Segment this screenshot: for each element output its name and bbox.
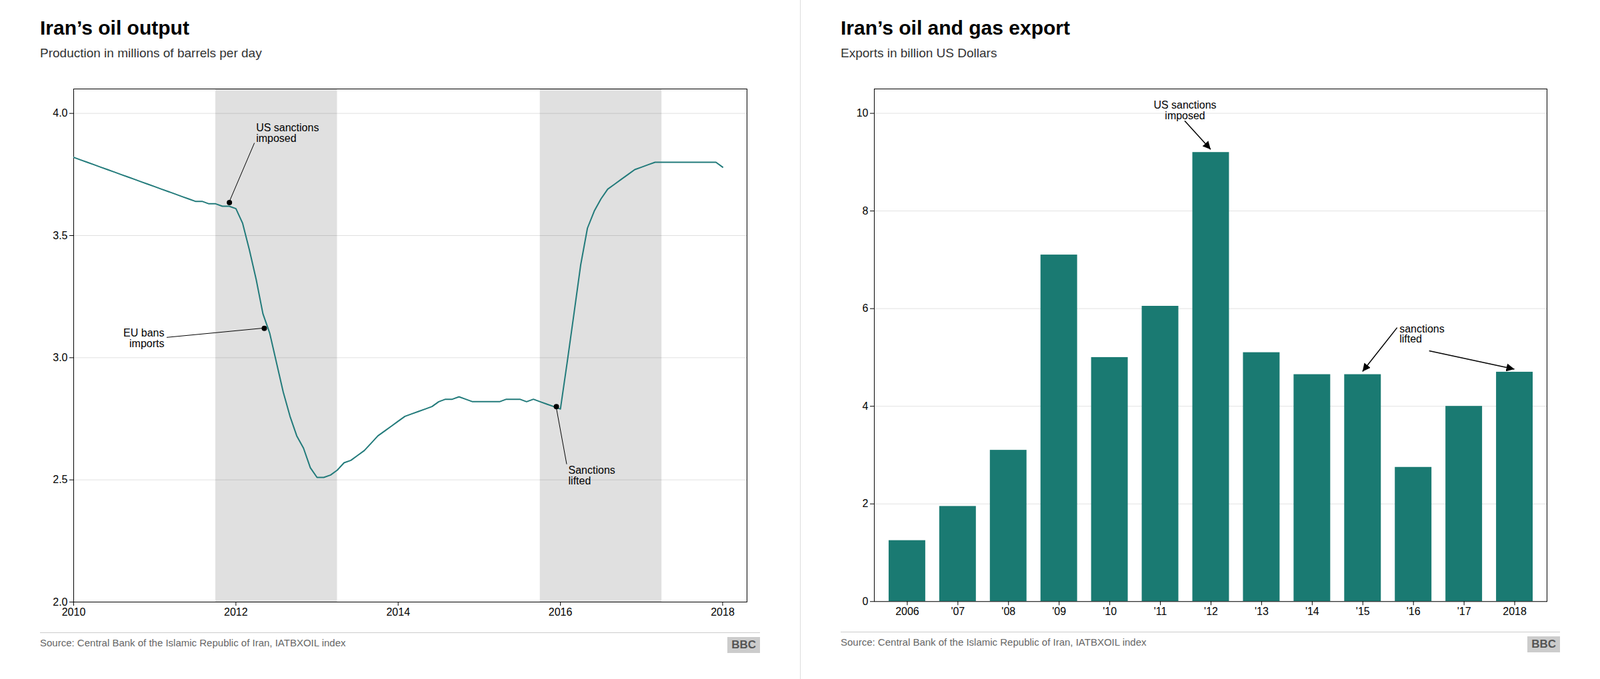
html-text:Exports in billion US Dollars: Exports in billion US Dollars (840, 46, 997, 60)
svg-text:'17: '17 (1457, 606, 1472, 618)
html-text:Source: Central Bank of the Is: Source: Central Bank of the Islamic Repu… (40, 637, 346, 649)
svg-text:'16: '16 (1406, 606, 1421, 618)
svg-text:3.0: 3.0 (52, 352, 68, 364)
html-text:Iran’s oil and gas export: Iran’s oil and gas export (840, 16, 1070, 39)
svg-text:2: 2 (862, 498, 869, 510)
svg-text:'10: '10 (1102, 606, 1117, 618)
svg-text:2.0: 2.0 (52, 596, 68, 608)
svg-text:US sanctionsimposed: US sanctionsimposed (256, 122, 319, 144)
html-text:Source: Central Bank of the Is: Source: Central Bank of the Islamic Repu… (840, 636, 1147, 649)
svg-text:8: 8 (862, 205, 869, 217)
html-text:BBC: BBC (1531, 638, 1556, 651)
svg-text:4.0: 4.0 (52, 107, 68, 119)
svg-text:0: 0 (862, 596, 869, 608)
svg-text:2014: 2014 (386, 606, 410, 618)
svg-text:'14: '14 (1305, 606, 1320, 618)
html-text:Iran’s oil output: Iran’s oil output (40, 16, 190, 39)
svg-text:sanctionslifted: sanctionslifted (1399, 322, 1444, 345)
svg-text:EU bansimports: EU bansimports (123, 327, 164, 350)
svg-text:6: 6 (862, 302, 869, 314)
svg-text:2012: 2012 (224, 606, 248, 618)
svg-text:'11: '11 (1154, 606, 1168, 618)
svg-text:2.5: 2.5 (52, 474, 68, 486)
svg-text:2018: 2018 (1502, 606, 1527, 618)
svg-text:10: 10 (856, 107, 869, 119)
svg-text:US sanctionsimposed: US sanctionsimposed (1153, 99, 1216, 122)
svg-text:'12: '12 (1204, 606, 1218, 618)
svg-text:Sanctionslifted: Sanctionslifted (568, 464, 616, 487)
svg-text:2016: 2016 (548, 606, 573, 618)
svg-text:2018: 2018 (710, 606, 735, 618)
html-text:Production in millions of barr: Production in millions of barrels per da… (40, 46, 262, 60)
svg-text:'08: '08 (1001, 606, 1016, 618)
html-text:BBC: BBC (731, 638, 756, 652)
svg-text:2006: 2006 (895, 606, 920, 618)
svg-text:'15: '15 (1356, 606, 1370, 618)
svg-text:'09: '09 (1052, 606, 1066, 618)
svg-text:2010: 2010 (62, 606, 86, 618)
svg-text:4: 4 (862, 400, 869, 412)
svg-text:'07: '07 (950, 606, 965, 618)
svg-text:'13: '13 (1254, 606, 1269, 618)
svg-text:3.5: 3.5 (52, 230, 68, 242)
